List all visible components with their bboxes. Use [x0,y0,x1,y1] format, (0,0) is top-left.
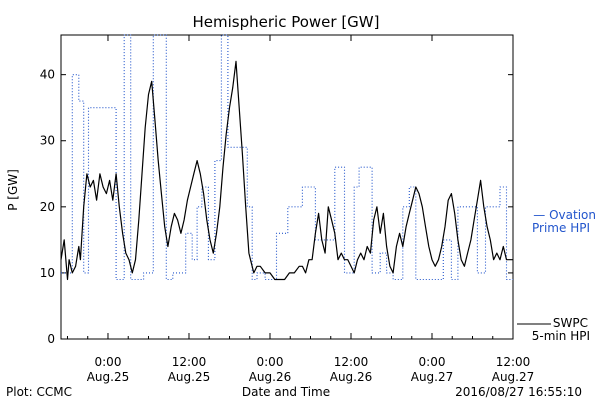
x-tick-label-date: Aug.27 [492,370,535,384]
y-tick-label: 0 [47,332,55,346]
legend-ovation-line1: — Ovation [533,208,596,222]
x-tick-label-time: 12:00 [334,355,369,369]
y-tick-label: 40 [40,68,55,82]
legend-ovation-line2: Prime HPI [532,221,590,235]
x-axis-ticks: 0:00Aug.2512:00Aug.250:00Aug.2612:00Aug.… [66,35,535,384]
legend-swpc-line2: 5-min HPI [532,329,590,343]
footer-plot-credit: Plot: CCMC [6,385,72,399]
y-tick-label: 30 [40,134,55,148]
legend: — Ovation Prime HPI SWPC 5-min HPI [517,208,596,343]
x-tick-label-time: 12:00 [172,355,207,369]
y-axis-ticks: 0 10 20 30 40 [40,68,513,346]
series-layer [60,34,513,281]
chart-title: Hemispheric Power [GW] [193,13,380,31]
plot-area-frame [60,34,514,340]
y-tick-label: 10 [40,266,55,280]
x-tick-label-time: 0:00 [95,355,122,369]
x-tick-label-time: 0:00 [419,355,446,369]
x-tick-label-date: Aug.25 [87,370,130,384]
legend-swpc-line1: SWPC [553,316,588,330]
x-axis-label: Date and Time [242,385,330,399]
x-tick-label-date: Aug.26 [249,370,292,384]
y-tick-label: 20 [40,200,55,214]
x-tick-label-date: Aug.26 [330,370,373,384]
legend-ovation: — Ovation Prime HPI [532,208,596,235]
ovation-prime-hpi-series [61,34,513,281]
legend-swpc: SWPC 5-min HPI [517,316,590,343]
x-tick-label-date: Aug.27 [411,370,454,384]
footer-timestamp: 2016/08/27 16:55:10 [455,385,582,399]
y-axis-label: P [GW] [6,169,20,211]
x-tick-label-time: 12:00 [496,355,531,369]
swpc-hpi-series [60,60,513,281]
x-tick-label-time: 0:00 [257,355,284,369]
x-tick-label-date: Aug.25 [168,370,211,384]
